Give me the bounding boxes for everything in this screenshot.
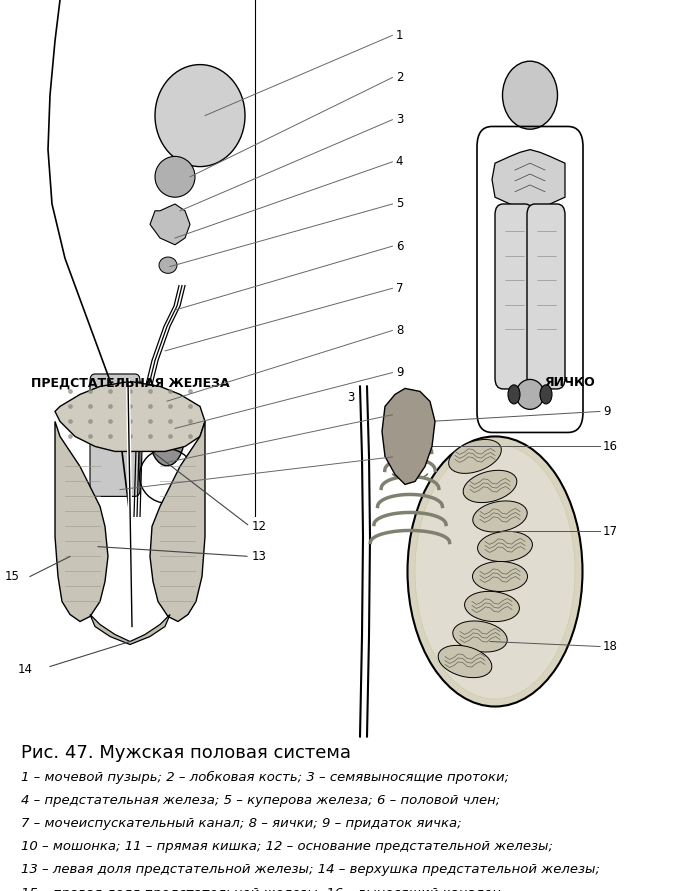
Text: 3: 3 (348, 391, 355, 405)
Ellipse shape (473, 501, 528, 532)
Text: 7: 7 (396, 282, 403, 295)
Polygon shape (150, 421, 205, 622)
Polygon shape (90, 615, 170, 644)
Text: 15 – правая доля предстательной железы; 16 – выносящий каналец;: 15 – правая доля предстательной железы; … (21, 887, 505, 891)
Ellipse shape (155, 64, 245, 167)
Text: 1 – мочевой пузырь; 2 – лобковая кость; 3 – семявыносящие протоки;: 1 – мочевой пузырь; 2 – лобковая кость; … (21, 771, 509, 784)
Ellipse shape (159, 257, 177, 274)
Ellipse shape (415, 444, 575, 699)
Text: 5: 5 (396, 198, 403, 210)
Text: 7 – мочеиспускательный канал; 8 – яички; 9 – придаток яичка;: 7 – мочеиспускательный канал; 8 – яички;… (21, 817, 461, 830)
Ellipse shape (155, 157, 195, 197)
Polygon shape (55, 381, 205, 452)
Text: 9: 9 (396, 366, 403, 380)
Polygon shape (382, 388, 435, 485)
Text: 10 – мошонка; 11 – прямая кишка; 12 – основание предстательной железы;: 10 – мошонка; 11 – прямая кишка; 12 – ос… (21, 840, 553, 854)
Text: 12: 12 (252, 520, 267, 533)
Text: 4 – предстательная железа; 5 – куперова железа; 6 – половой член;: 4 – предстательная железа; 5 – куперова … (21, 794, 500, 807)
Text: 1: 1 (396, 29, 403, 42)
Ellipse shape (540, 385, 552, 404)
Polygon shape (492, 150, 565, 215)
Text: 17: 17 (603, 525, 618, 538)
Ellipse shape (438, 645, 492, 678)
Text: 3: 3 (396, 113, 403, 127)
Polygon shape (55, 421, 108, 622)
Ellipse shape (453, 621, 507, 652)
Ellipse shape (407, 437, 582, 707)
Polygon shape (150, 204, 190, 245)
Text: 14: 14 (18, 663, 33, 676)
Text: 11: 11 (396, 451, 411, 463)
FancyBboxPatch shape (527, 204, 565, 389)
Text: ЯИЧКО: ЯИЧКО (545, 376, 595, 389)
FancyBboxPatch shape (90, 374, 140, 496)
Ellipse shape (464, 592, 519, 622)
Text: 13: 13 (252, 550, 267, 563)
Text: 8: 8 (396, 324, 403, 337)
Text: 6: 6 (396, 240, 403, 253)
FancyBboxPatch shape (495, 204, 533, 389)
Text: 13 – левая доля предстательной железы; 14 – верхушка предстательной железы;: 13 – левая доля предстательной железы; 1… (21, 863, 600, 877)
Ellipse shape (463, 470, 517, 503)
Ellipse shape (508, 385, 520, 404)
Text: 2: 2 (396, 71, 403, 84)
Text: 9: 9 (603, 405, 611, 418)
Text: 18: 18 (603, 640, 618, 653)
Text: 16: 16 (603, 440, 618, 453)
Ellipse shape (449, 439, 501, 473)
Ellipse shape (473, 561, 528, 592)
Ellipse shape (503, 61, 558, 129)
Ellipse shape (150, 405, 185, 466)
Text: Рис. 47. Мужская половая система: Рис. 47. Мужская половая система (21, 744, 351, 762)
Text: ПРЕДСТАТЕЛЬНАЯ ЖЕЛЕЗА: ПРЕДСТАТЕЛЬНАЯ ЖЕЛЕЗА (31, 376, 229, 389)
Ellipse shape (516, 380, 544, 409)
Text: 10: 10 (396, 408, 411, 421)
Text: 4: 4 (396, 155, 403, 168)
Ellipse shape (477, 531, 532, 561)
Text: 15: 15 (5, 570, 20, 583)
